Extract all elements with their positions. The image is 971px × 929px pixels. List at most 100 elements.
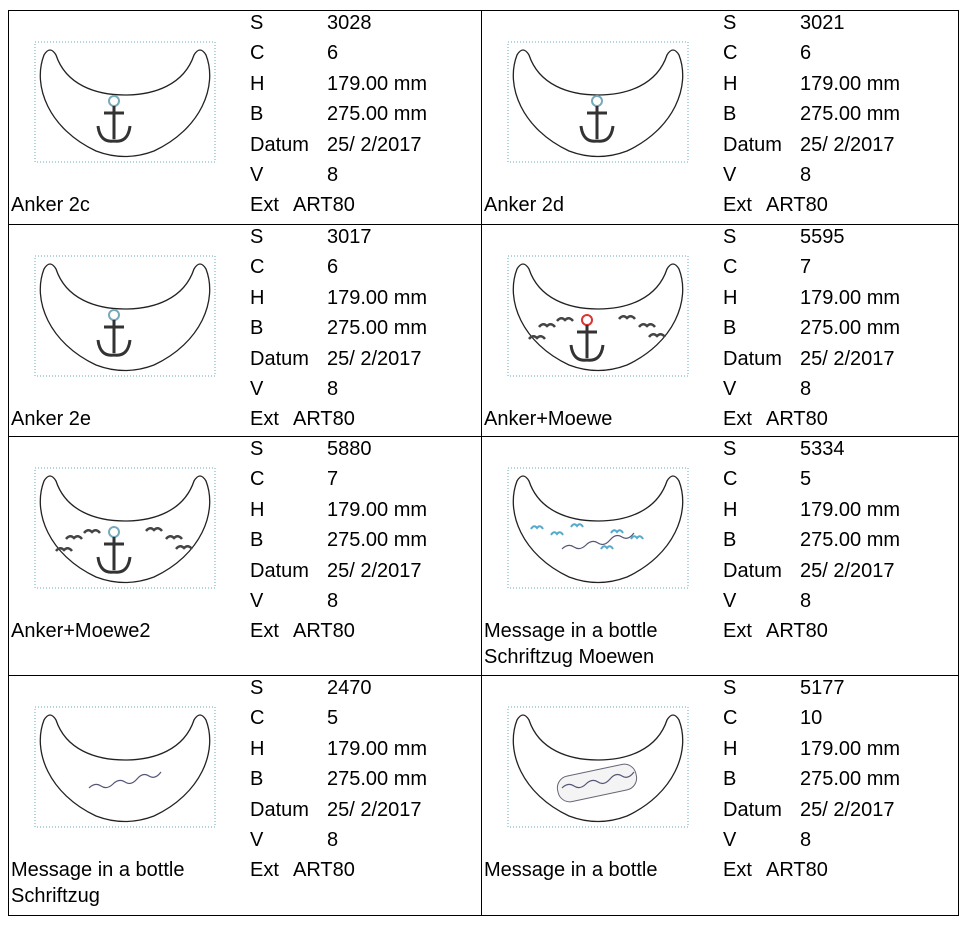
motif	[96, 320, 132, 357]
bib-outline	[512, 263, 684, 372]
design-name: Anker+Moewe2	[11, 620, 151, 642]
field-value: 2470	[327, 677, 372, 699]
hoop-frame	[34, 255, 216, 377]
design-preview	[34, 467, 216, 589]
field-label: S	[723, 677, 737, 699]
field-value-ext: ART80	[293, 194, 355, 217]
field-value: 275.00 mm	[327, 103, 428, 126]
field-value: 25/ 2/2017	[800, 559, 895, 582]
motif	[561, 771, 635, 789]
motif	[88, 771, 162, 789]
field-value: 25/ 2/2017	[327, 798, 422, 821]
bib-outline	[39, 714, 211, 823]
field-label: B	[723, 317, 737, 340]
field-value: 8	[800, 829, 812, 851]
field-value: 8	[800, 378, 812, 400]
field-label: B	[723, 103, 737, 126]
motif	[96, 106, 132, 143]
field-value: 8	[327, 829, 339, 851]
field-label: H	[250, 498, 265, 521]
motif	[570, 523, 584, 528]
field-value: 5334	[800, 438, 845, 460]
motif-group	[528, 314, 666, 362]
motif-group	[55, 526, 193, 574]
field-label: V	[723, 590, 737, 612]
field-value: 6	[327, 256, 339, 279]
design-name: Message in a bottle	[484, 859, 658, 881]
motif	[561, 532, 635, 550]
field-value: 8	[327, 164, 339, 186]
motif	[65, 535, 83, 540]
design-name: Schriftzug Moewen	[484, 646, 655, 668]
field-value: 275.00 mm	[327, 317, 428, 340]
bib-outline	[39, 475, 211, 584]
field-value: 5	[800, 468, 812, 491]
field-label: Ext	[723, 408, 752, 431]
motif-group	[96, 309, 132, 357]
field-value: 8	[327, 590, 339, 612]
field-label: H	[723, 72, 738, 95]
field-value: 8	[327, 378, 339, 400]
field-label: Ext	[250, 194, 279, 217]
field-value-ext: ART80	[293, 620, 355, 643]
motif	[556, 763, 638, 803]
field-value: 275.00 mm	[327, 529, 428, 552]
field-value-ext: ART80	[766, 194, 828, 217]
field-label: V	[723, 829, 737, 851]
motif	[630, 535, 644, 540]
field-value-ext: ART80	[766, 620, 828, 643]
motif	[83, 529, 101, 534]
bib-outline	[39, 263, 211, 372]
hoop-frame	[507, 255, 689, 377]
field-value: 179.00 mm	[800, 737, 901, 760]
field-label: Datum	[250, 347, 309, 370]
motif	[618, 315, 636, 320]
design-name: Schriftzug	[11, 885, 100, 907]
field-label: Datum	[250, 559, 309, 582]
field-value: 179.00 mm	[800, 286, 901, 309]
design-name: Anker+Moewe	[484, 408, 613, 430]
field-value: 179.00 mm	[800, 72, 901, 95]
motif	[175, 545, 193, 550]
design-preview	[34, 706, 216, 828]
hoop-frame	[34, 41, 216, 163]
field-label: S	[723, 438, 737, 460]
field-label: S	[250, 677, 264, 699]
field-label: C	[250, 707, 265, 730]
design-name: Message in a bottle	[11, 859, 185, 881]
motif	[530, 525, 544, 530]
field-value: 3028	[327, 12, 372, 34]
field-value: 25/ 2/2017	[800, 133, 895, 156]
field-value: 3017	[327, 226, 372, 248]
field-value: 179.00 mm	[327, 286, 428, 309]
field-label: C	[250, 256, 265, 279]
field-label: B	[723, 529, 737, 552]
field-label: B	[723, 768, 737, 791]
motif-group	[530, 523, 644, 550]
motif	[96, 537, 132, 574]
field-value-ext: ART80	[293, 408, 355, 431]
design-preview	[34, 41, 216, 163]
design-name: Anker 2e	[11, 408, 92, 430]
motif	[145, 527, 163, 532]
field-label: V	[250, 378, 264, 400]
field-label: C	[723, 707, 738, 730]
design-name: Anker 2c	[11, 194, 90, 216]
motif	[550, 531, 564, 536]
field-label: H	[250, 737, 265, 760]
field-value: 25/ 2/2017	[327, 133, 422, 156]
field-label: B	[250, 103, 264, 126]
field-value: 275.00 mm	[800, 103, 901, 126]
bib-outline	[512, 49, 684, 158]
motif	[579, 106, 615, 143]
field-value-ext: ART80	[293, 859, 355, 882]
field-label: S	[250, 12, 264, 34]
field-label: B	[250, 317, 264, 340]
field-value-ext: ART80	[766, 859, 828, 882]
hoop-frame	[507, 706, 689, 828]
field-value: 5595	[800, 226, 845, 248]
field-value: 179.00 mm	[327, 498, 428, 521]
field-label: B	[250, 768, 264, 791]
